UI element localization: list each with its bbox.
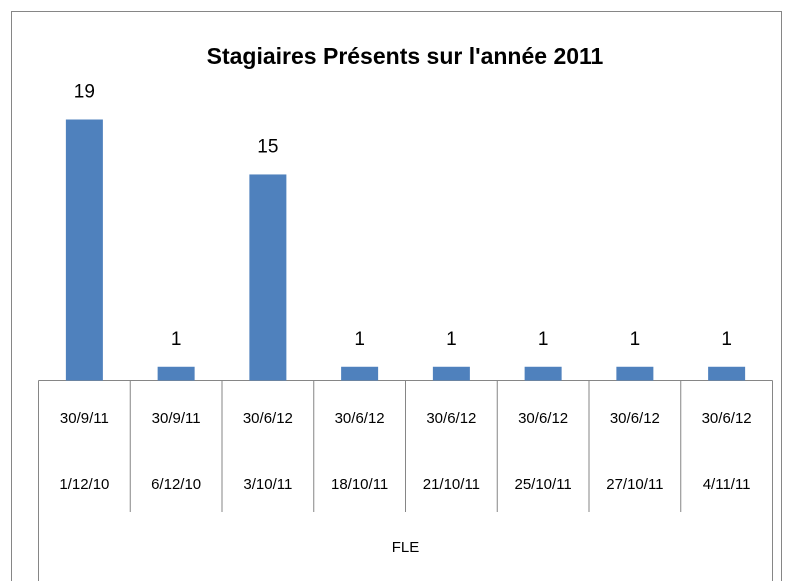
bar (341, 366, 379, 381)
x-subtick-label: 3/10/11 (243, 476, 292, 493)
x-subtick-label: 4/11/11 (703, 476, 751, 493)
x-subtick-label: 1/12/10 (59, 476, 109, 493)
bar (249, 174, 287, 381)
x-tick-label: 30/6/12 (702, 410, 752, 427)
data-label: 19 (74, 82, 95, 103)
data-label: 1 (446, 329, 457, 350)
bar (708, 366, 746, 381)
x-tick-label: 30/9/11 (60, 410, 109, 427)
bar (157, 366, 195, 381)
x-tick-label: 30/6/12 (243, 410, 293, 427)
x-tick-label: 30/6/12 (518, 410, 568, 427)
x-tick-label: 30/6/12 (426, 410, 476, 427)
x-subtick-label: 21/10/11 (423, 476, 480, 493)
bar (432, 366, 470, 381)
x-tick-label: 30/9/11 (152, 410, 201, 427)
group-label: FLE (392, 539, 420, 556)
x-subtick-label: 27/10/11 (606, 476, 663, 493)
x-tick-label: 30/6/12 (335, 410, 385, 427)
x-tick-label: 30/6/12 (610, 410, 660, 427)
x-subtick-label: 25/10/11 (514, 476, 571, 493)
bar (616, 366, 654, 381)
x-subtick-label: 18/10/11 (331, 476, 388, 493)
data-label: 1 (630, 329, 641, 350)
x-subtick-label: 6/12/10 (151, 476, 201, 493)
bar (524, 366, 562, 381)
bar (65, 119, 103, 381)
data-label: 15 (257, 136, 278, 157)
data-label: 1 (354, 329, 365, 350)
chart-title: Stagiaires Présents sur l'année 2011 (207, 43, 604, 69)
data-label: 1 (538, 329, 549, 350)
data-label: 1 (721, 329, 732, 350)
data-label: 1 (171, 329, 182, 350)
chart-frame (11, 11, 782, 581)
